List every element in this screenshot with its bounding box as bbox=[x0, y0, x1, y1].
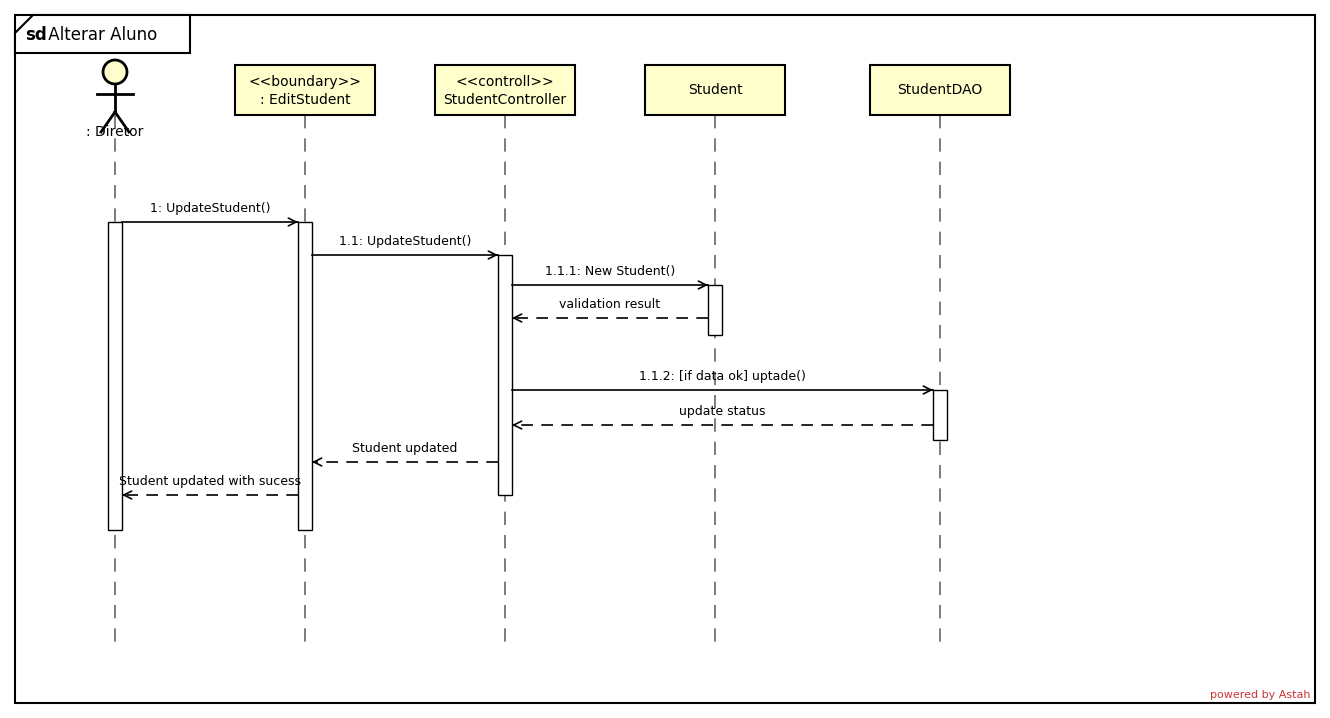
Bar bbox=[497, 255, 512, 495]
Polygon shape bbox=[15, 15, 190, 53]
Text: update status: update status bbox=[680, 405, 766, 418]
Bar bbox=[435, 65, 575, 115]
Text: 1.1.1: New Student(): 1.1.1: New Student() bbox=[545, 265, 676, 278]
Text: validation result: validation result bbox=[560, 298, 661, 311]
Text: <<controll>>: <<controll>> bbox=[456, 75, 555, 89]
Bar bbox=[870, 65, 1009, 115]
Text: 1: UpdateStudent(): 1: UpdateStudent() bbox=[150, 202, 270, 215]
Text: Student updated with sucess: Student updated with sucess bbox=[118, 475, 301, 488]
Text: Student updated: Student updated bbox=[352, 442, 458, 455]
Text: : Diretor: : Diretor bbox=[86, 125, 144, 139]
Bar bbox=[108, 222, 122, 530]
Text: Alterar Aluno: Alterar Aluno bbox=[43, 26, 157, 44]
Text: StudentController: StudentController bbox=[443, 93, 567, 107]
Text: powered by Astah: powered by Astah bbox=[1209, 690, 1310, 700]
Text: 1.1: UpdateStudent(): 1.1: UpdateStudent() bbox=[339, 235, 471, 248]
Text: sd: sd bbox=[25, 26, 47, 44]
Text: <<boundary>>: <<boundary>> bbox=[249, 75, 362, 89]
Bar bbox=[298, 222, 313, 530]
Text: : EditStudent: : EditStudent bbox=[259, 93, 350, 107]
Circle shape bbox=[102, 60, 126, 84]
Bar bbox=[934, 390, 947, 440]
Text: StudentDAO: StudentDAO bbox=[898, 83, 983, 97]
Bar bbox=[708, 285, 722, 335]
Bar bbox=[235, 65, 375, 115]
Text: 1.1.2: [if data ok] uptade(): 1.1.2: [if data ok] uptade() bbox=[638, 370, 806, 383]
Text: Student: Student bbox=[688, 83, 742, 97]
Bar bbox=[645, 65, 785, 115]
